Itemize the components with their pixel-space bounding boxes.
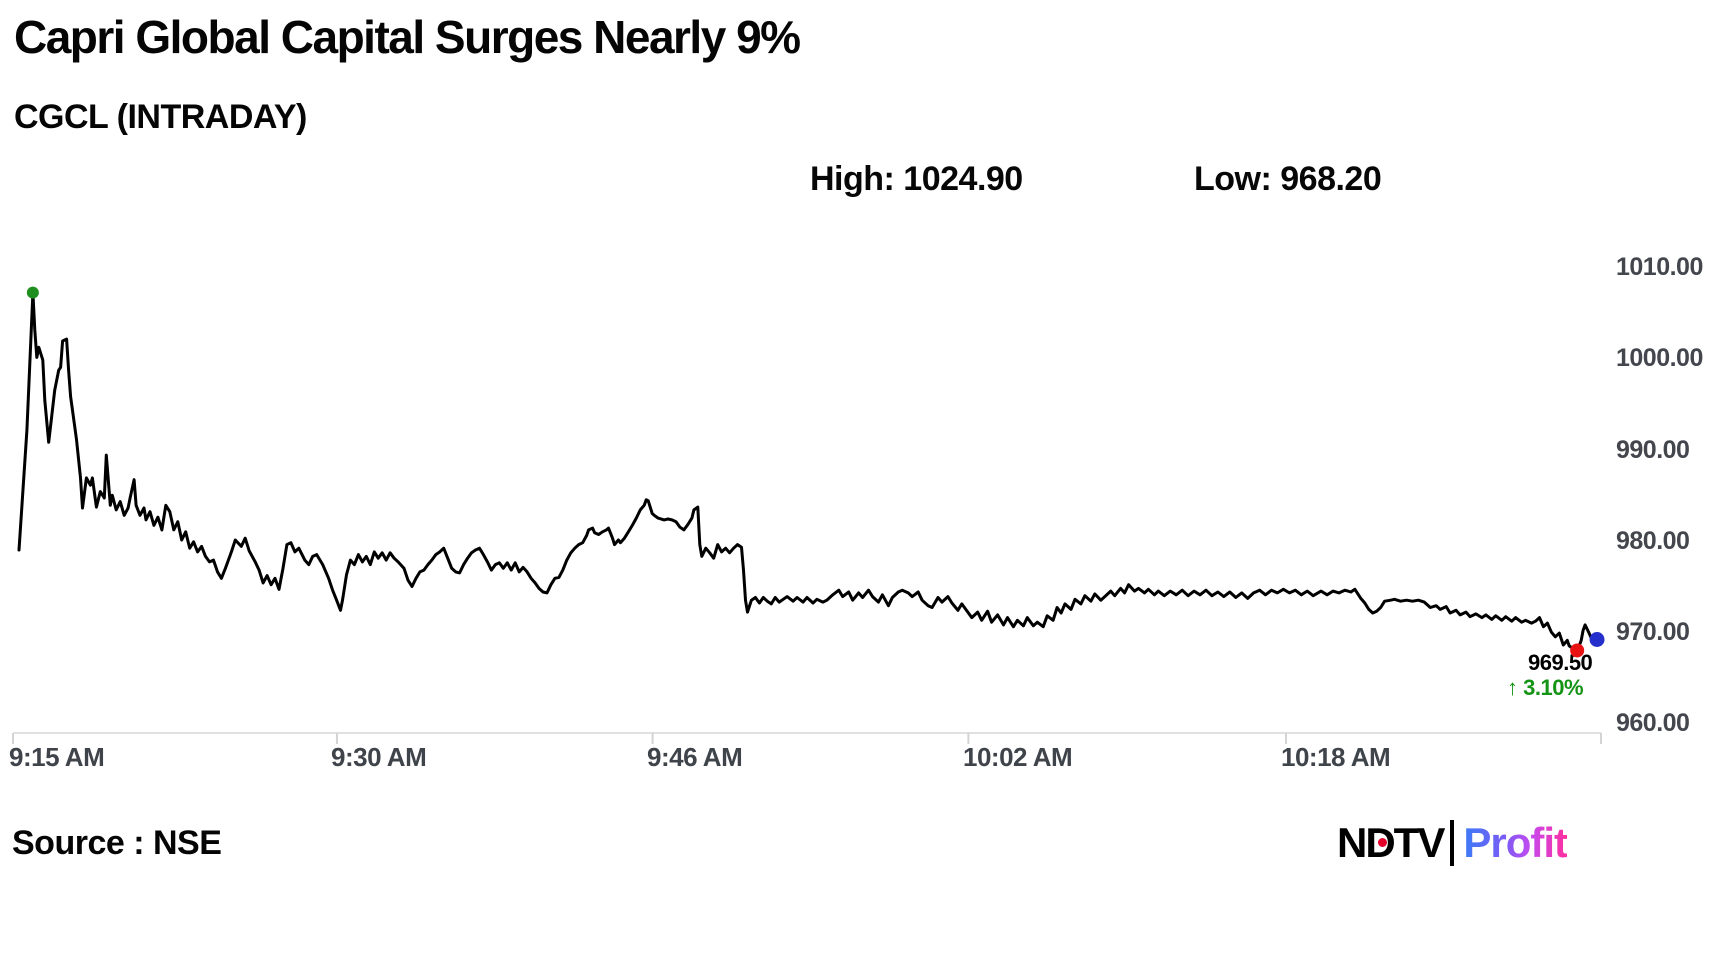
price-line	[17, 291, 1599, 653]
x-tick-label-930: 9:30 AM	[331, 742, 427, 772]
y-tick-label-1000: 1000.00	[1616, 344, 1703, 372]
x-tick-label-1018: 10:18 AM	[1281, 742, 1391, 772]
low-value: Low: 968.20	[1194, 160, 1382, 198]
profit-wordmark: Profit	[1463, 819, 1568, 866]
change-label: ↑ 3.10%	[1507, 675, 1584, 701]
ndtv-wordmark: NDTV	[1337, 819, 1445, 866]
y-tick-label-1010: 1010.00	[1616, 253, 1703, 281]
ndtv-logo-red-dot	[1378, 838, 1387, 847]
page-title: Capri Global Capital Surges Nearly 9%	[14, 11, 801, 63]
x-tick-label-946: 9:46 AM	[647, 742, 743, 772]
x-tick-label-915: 9:15 AM	[9, 742, 105, 772]
source-label: Source : NSE	[12, 824, 222, 862]
last-marker	[1589, 632, 1605, 648]
x-tick-label-1002: 10:02 AM	[963, 742, 1073, 772]
y-tick-label-990: 990.00	[1616, 436, 1690, 464]
high-value: High: 1024.90	[810, 160, 1023, 198]
up-arrow-icon: ↑	[1507, 675, 1518, 700]
ticker-label: CGCL (INTRADAY)	[14, 98, 307, 136]
change-percent: 3.10%	[1523, 675, 1584, 700]
logo-divider-bar	[1450, 820, 1455, 866]
ndtv-profit-logo: NDTV Profit	[1337, 818, 1568, 868]
open-marker	[26, 286, 39, 299]
low-marker	[1570, 643, 1585, 658]
y-tick-label-980: 980.00	[1616, 527, 1690, 555]
y-tick-label-970: 970.00	[1616, 618, 1690, 646]
y-tick-label-960: 960.00	[1616, 709, 1690, 737]
